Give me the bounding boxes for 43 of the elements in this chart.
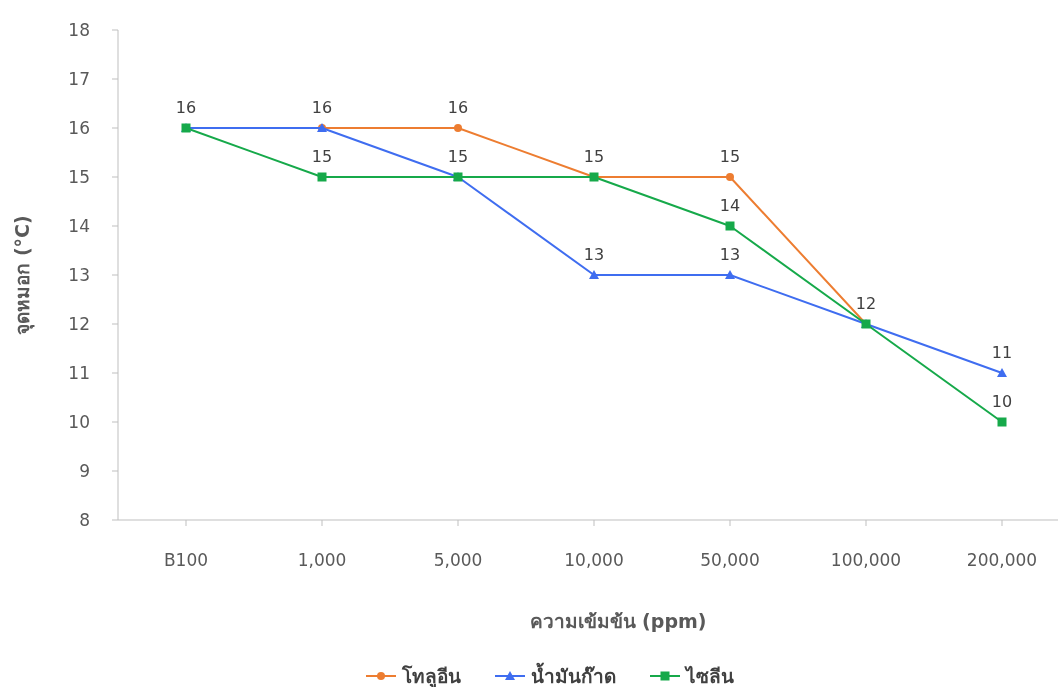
y-tick-label: 18 bbox=[68, 20, 90, 40]
legend-label: ไซลีน bbox=[684, 665, 734, 687]
point bbox=[997, 368, 1007, 377]
data-label: 15 bbox=[719, 147, 741, 166]
data-label: 12 bbox=[855, 294, 877, 313]
data-label: 15 bbox=[447, 147, 469, 166]
data-label: 11 bbox=[991, 343, 1013, 362]
point bbox=[726, 173, 734, 181]
x-tick-label: 1,000 bbox=[297, 550, 347, 570]
y-tick-label: 8 bbox=[79, 510, 90, 530]
data-label: 13 bbox=[719, 245, 741, 264]
y-tick-label: 12 bbox=[68, 314, 90, 334]
point bbox=[317, 172, 327, 182]
y-tick-label: 15 bbox=[68, 167, 90, 187]
x-tick-label: 100,000 bbox=[830, 550, 902, 570]
data-label: 14 bbox=[719, 196, 741, 215]
data-label: 10 bbox=[991, 392, 1013, 411]
x-axis-title: ความเข้มข้น (ppm) bbox=[529, 610, 707, 632]
y-axis-title: จุดหมอก (°C) bbox=[11, 215, 35, 335]
point bbox=[725, 221, 735, 231]
x-tick-label: B100 bbox=[163, 550, 209, 570]
data-label: 15 bbox=[583, 147, 605, 166]
point bbox=[589, 270, 599, 279]
y-tick-label: 10 bbox=[68, 412, 90, 432]
x-tick-label: 50,000 bbox=[700, 550, 760, 570]
data-label: 15 bbox=[311, 147, 333, 166]
y-tick-label: 11 bbox=[68, 363, 90, 383]
y-tick-label: 17 bbox=[68, 69, 90, 89]
legend-label: น้ำมันก๊าด bbox=[531, 662, 616, 687]
data-label: 16 bbox=[311, 98, 333, 117]
y-tick-label: 14 bbox=[68, 216, 90, 236]
x-tick-label: 5,000 bbox=[433, 550, 483, 570]
point bbox=[997, 417, 1007, 427]
data-label: 16 bbox=[175, 98, 197, 117]
point bbox=[725, 270, 735, 279]
y-tick-label: 13 bbox=[68, 265, 90, 285]
x-tick-label: 10,000 bbox=[564, 550, 624, 570]
y-tick-label: 9 bbox=[79, 461, 90, 481]
point bbox=[454, 124, 462, 132]
data-label: 16 bbox=[447, 98, 469, 117]
data-label: 13 bbox=[583, 245, 605, 264]
y-tick-label: 16 bbox=[68, 118, 90, 138]
x-tick-label: 200,000 bbox=[966, 550, 1038, 570]
